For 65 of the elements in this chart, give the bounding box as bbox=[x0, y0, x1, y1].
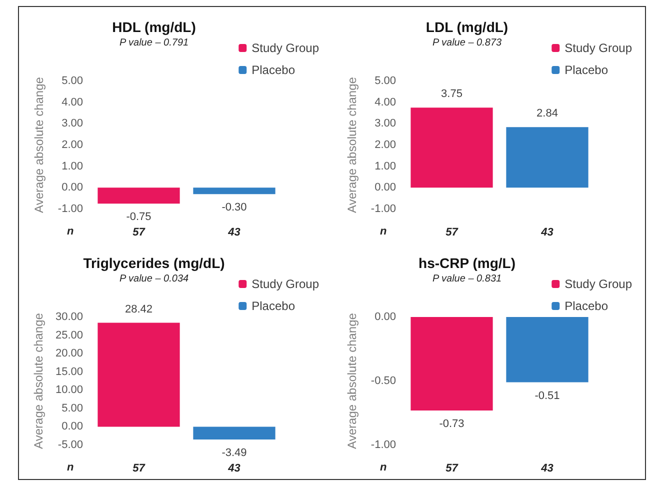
chart-title: hs-CRP (mg/L) bbox=[418, 255, 516, 271]
chart-title: LDL (mg/dL) bbox=[426, 19, 508, 35]
y-tick-label: 0.00 bbox=[62, 182, 83, 194]
y-tick-label: -0.50 bbox=[370, 375, 396, 387]
y-tick-label: 4.00 bbox=[62, 96, 83, 108]
data-label: 3.75 bbox=[441, 88, 462, 100]
y-tick-label: 10.00 bbox=[55, 384, 83, 396]
x-tick-label: 57 bbox=[132, 226, 146, 238]
legend-label: Study Group bbox=[564, 41, 632, 55]
chart-subtitle: P value – 0.873 bbox=[432, 38, 502, 48]
legend-label: Study Group bbox=[564, 277, 632, 291]
data-label: -0.51 bbox=[534, 390, 560, 402]
x-tick-label: 43 bbox=[540, 462, 554, 474]
y-tick-label: 15.00 bbox=[55, 366, 83, 378]
legend-label: Study Group bbox=[252, 41, 320, 55]
y-tick-label: -1.00 bbox=[370, 203, 396, 215]
y-axis-title: Average absolute change bbox=[32, 76, 46, 213]
data-label: -0.75 bbox=[126, 211, 152, 224]
y-axis-title: Average absolute change bbox=[345, 76, 359, 213]
y-axis-title: Average absolute change bbox=[32, 312, 46, 449]
y-tick-label: -1.00 bbox=[370, 439, 396, 451]
y-tick-label: 5.00 bbox=[62, 75, 83, 87]
x-tick-label: 57 bbox=[132, 462, 146, 474]
data-label: 2.84 bbox=[536, 108, 558, 120]
legend-label: Placebo bbox=[252, 63, 296, 77]
y-tick-label: 1.00 bbox=[374, 160, 396, 172]
data-label: -0.30 bbox=[222, 202, 247, 214]
y-tick-label: -5.00 bbox=[58, 439, 83, 451]
data-label: -3.49 bbox=[222, 446, 247, 459]
data-label: -0.73 bbox=[439, 418, 464, 430]
y-tick-label: 4.00 bbox=[374, 96, 396, 108]
text: n bbox=[67, 226, 74, 238]
y-tick-label: 5.00 bbox=[62, 402, 83, 414]
legend-label: Study Group bbox=[252, 277, 320, 291]
chart-title: HDL (mg/dL) bbox=[112, 19, 196, 35]
y-tick-label: 3.00 bbox=[62, 118, 83, 130]
y-tick-label: 2.00 bbox=[62, 139, 83, 151]
y-tick-label: 20.00 bbox=[55, 348, 83, 360]
x-tick-label: 57 bbox=[446, 462, 459, 474]
x-tick-label: 43 bbox=[540, 226, 554, 238]
chart-subtitle: P value – 0.831 bbox=[432, 274, 502, 284]
text: n bbox=[380, 226, 387, 238]
chart-title: Triglycerides (mg/dL) bbox=[83, 255, 225, 271]
legend-label: Placebo bbox=[252, 299, 296, 313]
y-tick-label: 5.00 bbox=[374, 75, 396, 87]
legend-label: Placebo bbox=[564, 63, 608, 77]
text: n bbox=[380, 462, 387, 474]
y-tick-label: 2.00 bbox=[374, 139, 396, 151]
y-axis-title: Average absolute change bbox=[345, 312, 359, 449]
x-tick-label: 43 bbox=[227, 226, 240, 238]
y-tick-label: 0.00 bbox=[62, 420, 83, 433]
y-tick-label: -1.00 bbox=[58, 203, 83, 215]
y-tick-label: 30.00 bbox=[55, 311, 83, 323]
y-tick-label: 25.00 bbox=[55, 329, 83, 342]
y-tick-label: 0.00 bbox=[374, 182, 396, 194]
y-tick-label: 3.00 bbox=[374, 118, 396, 130]
data-label: 28.42 bbox=[124, 303, 153, 316]
text: n bbox=[67, 462, 74, 474]
x-tick-label: 57 bbox=[446, 226, 459, 238]
chart-subtitle: P value – 0.034 bbox=[119, 274, 189, 284]
legend-label: Placebo bbox=[564, 299, 608, 313]
x-tick-label: 43 bbox=[227, 462, 240, 474]
chart-subtitle: P value – 0.791 bbox=[119, 38, 189, 48]
y-tick-label: 1.00 bbox=[62, 160, 83, 172]
y-tick-label: 0.00 bbox=[374, 311, 396, 323]
